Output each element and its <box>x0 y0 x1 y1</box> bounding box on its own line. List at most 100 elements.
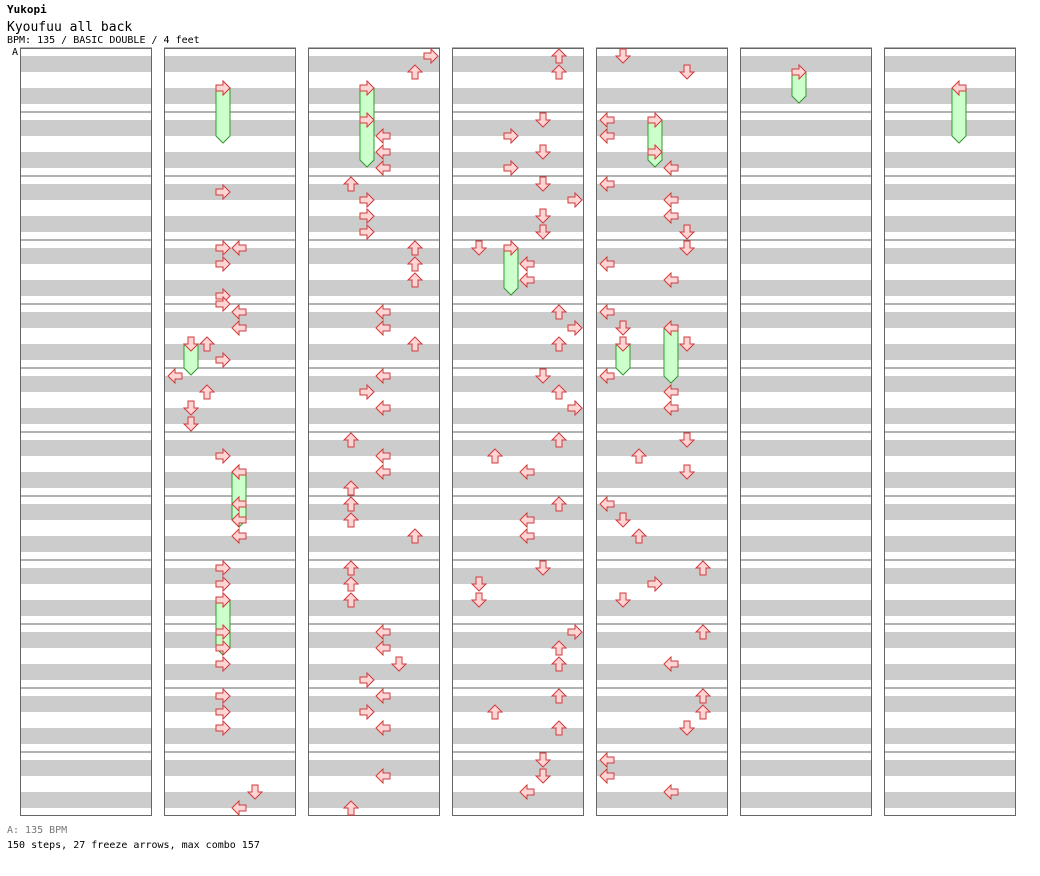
beat-stripe <box>740 536 872 552</box>
beat-stripe <box>740 56 872 72</box>
chart-column-border <box>884 48 1016 816</box>
beat-stripe <box>596 312 728 328</box>
arrow-up <box>486 704 504 720</box>
arrow-down <box>678 432 696 448</box>
arrow-left <box>599 255 615 273</box>
beat-stripe <box>308 760 440 776</box>
arrow-up <box>550 384 568 400</box>
beat-stripe <box>308 536 440 552</box>
beat-stripe <box>596 664 728 680</box>
beat-stripe <box>20 344 152 360</box>
beat-stripe <box>164 504 296 520</box>
arrow-left <box>231 463 247 481</box>
beat-stripe <box>20 408 152 424</box>
arrow-left <box>375 767 391 785</box>
beat-stripe <box>20 120 152 136</box>
beat-stripe <box>308 440 440 456</box>
beat-stripe <box>884 344 1016 360</box>
beat-stripe <box>452 344 584 360</box>
beat-stripe <box>596 408 728 424</box>
beat-stripe <box>740 408 872 424</box>
beat-stripe <box>884 600 1016 616</box>
arrow-right <box>503 127 519 145</box>
arrow-down <box>534 768 552 784</box>
beat-stripe <box>308 600 440 616</box>
beat-stripe <box>884 216 1016 232</box>
beat-stripe <box>20 760 152 776</box>
freeze-head-down <box>182 336 200 352</box>
beat-stripe <box>740 216 872 232</box>
arrow-up <box>486 448 504 464</box>
arrow-right <box>567 399 583 417</box>
beat-stripe <box>596 440 728 456</box>
arrow-left <box>231 303 247 321</box>
beat-stripe <box>596 280 728 296</box>
beat-stripe <box>452 600 584 616</box>
beat-stripe <box>452 312 584 328</box>
arrow-left <box>375 143 391 161</box>
beat-stripe <box>20 376 152 392</box>
arrow-right <box>423 47 439 65</box>
arrow-down <box>470 576 488 592</box>
freeze-head-right <box>359 79 375 97</box>
beat-stripe <box>164 536 296 552</box>
beat-stripe <box>596 504 728 520</box>
beat-stripe <box>740 568 872 584</box>
arrow-left <box>519 527 535 545</box>
arrow-left <box>519 783 535 801</box>
beat-stripe <box>884 728 1016 744</box>
freeze-head-left <box>951 79 967 97</box>
arrow-left <box>519 255 535 273</box>
beat-stripe <box>884 280 1016 296</box>
beat-stripe <box>164 664 296 680</box>
beat-stripe <box>308 216 440 232</box>
arrow-down <box>182 416 200 432</box>
beat-stripe <box>740 472 872 488</box>
arrow-left <box>375 719 391 737</box>
beat-stripe <box>20 696 152 712</box>
beat-stripe <box>596 632 728 648</box>
beat-stripe <box>308 568 440 584</box>
arrow-left <box>375 303 391 321</box>
arrow-up <box>550 304 568 320</box>
beat-stripe <box>308 376 440 392</box>
beat-stripe <box>740 312 872 328</box>
arrow-up <box>342 432 360 448</box>
beat-stripe <box>884 792 1016 808</box>
arrow-left <box>375 623 391 641</box>
beat-stripe <box>308 184 440 200</box>
chart-column-border <box>740 48 872 816</box>
arrow-down <box>534 224 552 240</box>
beat-stripe <box>164 312 296 328</box>
arrow-left <box>375 639 391 657</box>
arrow-right <box>503 159 519 177</box>
arrow-up <box>406 256 424 272</box>
beat-stripe <box>20 216 152 232</box>
beat-stripe <box>740 376 872 392</box>
beat-stripe <box>884 568 1016 584</box>
beat-stripe <box>452 376 584 392</box>
beat-stripe <box>20 440 152 456</box>
arrow-right <box>215 79 231 97</box>
beat-stripe <box>164 696 296 712</box>
arrow-right <box>359 703 375 721</box>
beat-stripe <box>596 568 728 584</box>
beat-stripe <box>596 728 728 744</box>
arrow-left <box>375 447 391 465</box>
arrow-down <box>678 224 696 240</box>
arrow-left <box>663 191 679 209</box>
arrow-down <box>614 592 632 608</box>
arrow-left <box>231 799 247 817</box>
beat-stripe <box>452 632 584 648</box>
freeze-head-right <box>503 239 519 257</box>
bpm-marker-label: A <box>12 47 19 58</box>
beat-stripe <box>884 312 1016 328</box>
arrow-left <box>375 399 391 417</box>
arrow-right <box>215 447 231 465</box>
beat-stripe <box>164 152 296 168</box>
arrow-left <box>599 175 615 193</box>
beat-stripe <box>308 248 440 264</box>
beat-stripe <box>452 536 584 552</box>
arrow-right <box>359 111 375 129</box>
beat-stripe <box>164 472 296 488</box>
